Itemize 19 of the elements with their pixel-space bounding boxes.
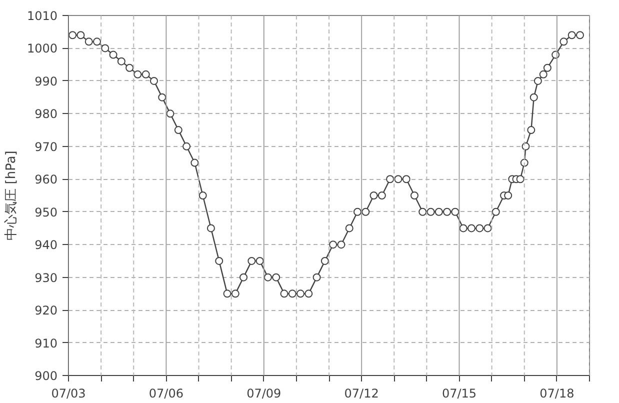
x-tick-label: 07/18	[540, 386, 574, 400]
x-tick-label: 07/06	[148, 386, 184, 400]
y-tick-label: 980	[34, 107, 58, 122]
y-tick-label: 1010	[26, 9, 58, 23]
x-tick-label: 07/09	[246, 386, 282, 400]
y-tick-label: 950	[34, 205, 58, 220]
x-tick-label: 07/12	[344, 386, 379, 400]
y-tick-label: 960	[34, 172, 58, 187]
x-tick-label: 07/03	[51, 386, 86, 400]
y-tick-label: 970	[34, 140, 58, 154]
x-tick-label: 07/15	[442, 386, 477, 400]
y-axis-title: 中心気圧 [hPa]	[2, 150, 19, 240]
y-tick-label: 910	[34, 336, 58, 350]
y-tick-label: 930	[34, 270, 58, 285]
y-tick-label: 990	[34, 74, 58, 88]
y-tick-label: 940	[34, 238, 58, 252]
y-tick-label: 1000	[26, 42, 58, 56]
y-tick-label: 920	[34, 304, 58, 318]
y-tick-label: 900	[34, 369, 58, 383]
